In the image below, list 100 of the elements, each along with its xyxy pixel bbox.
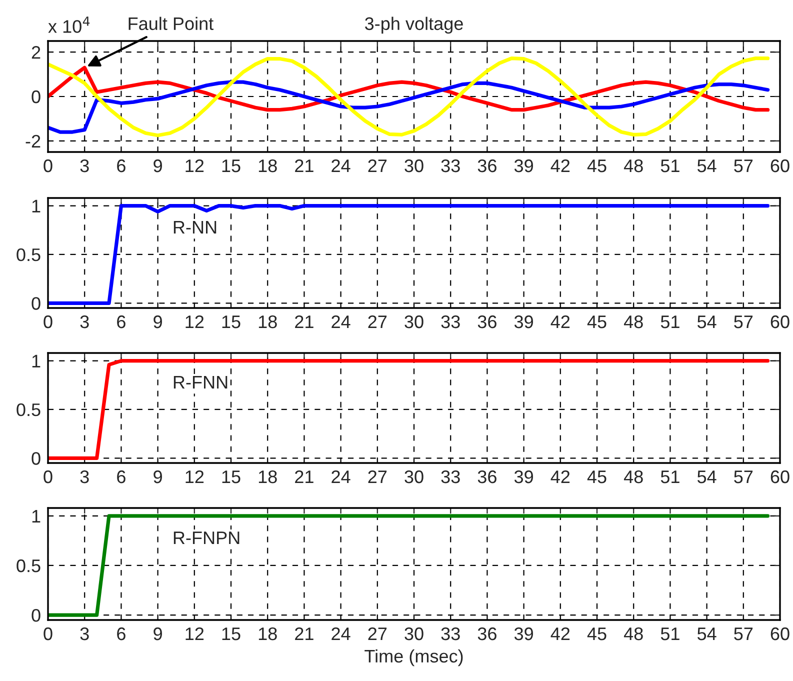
x-tick-label: 60 [770, 627, 790, 640]
x-tick-label: 42 [550, 470, 570, 484]
x-tick-label: 33 [441, 315, 460, 328]
x-tick-label: 6 [117, 627, 126, 640]
chart-title: 3-ph voltage [365, 16, 463, 34]
x-tick-label: 24 [332, 315, 350, 328]
x-tick-label: 36 [478, 470, 496, 484]
x-tick-label: 12 [186, 627, 204, 640]
x-tick-label: 57 [734, 316, 753, 328]
x-tick-label: 45 [587, 160, 606, 172]
x-tick-label: 51 [660, 470, 680, 484]
x-tick-label: 12 [186, 470, 204, 484]
x-tick-label: 18 [258, 627, 277, 640]
x-tick-label: 30 [404, 159, 424, 172]
x-tick-label: 57 [734, 470, 753, 484]
y-tick-label: 0.5 [16, 248, 40, 262]
y-tick-label: 0 [32, 608, 40, 622]
x-tick-label: 21 [295, 470, 314, 484]
x-tick-label: 3 [80, 627, 89, 640]
x-tick-label: 45 [587, 628, 606, 640]
annotation: Fault Point [128, 16, 214, 30]
x-tick-label: 9 [154, 159, 162, 172]
y-tick-label: 0 [32, 297, 40, 310]
x-tick-label: 9 [154, 627, 162, 640]
x-tick-label: 51 [660, 628, 680, 640]
x-tick-label: 27 [368, 470, 387, 484]
x-tick-label: 45 [587, 470, 606, 484]
x-tick-label: 36 [478, 627, 496, 640]
x-tick-label: 30 [404, 315, 424, 328]
x-tick-label: 12 [186, 315, 204, 328]
x-tick-label: 0 [44, 315, 52, 328]
x-tick-label: 48 [624, 159, 643, 172]
text: x 10$^{4}$ [48, 16, 90, 33]
x-tick-label: 48 [624, 627, 643, 640]
x-tick-label: 39 [514, 627, 533, 640]
x-tick-label: 54 [697, 470, 716, 484]
x-tick-label: 3 [80, 315, 89, 328]
x-tick-label: 42 [550, 159, 570, 172]
x-tick-label: 6 [117, 315, 126, 328]
x-tick-label: 60 [770, 315, 790, 328]
x-tick-label: 0 [44, 627, 52, 640]
x-tick-label: 0 [44, 159, 52, 172]
annotation: R-FNN [174, 376, 228, 388]
x-tick-label: 9 [154, 470, 162, 484]
x-tick-label: 51 [660, 316, 680, 328]
x-tick-label: 30 [404, 627, 424, 640]
x-tick-label: 9 [154, 315, 162, 328]
y-tick-label: 1 [32, 354, 40, 368]
x-tick-label: 18 [258, 470, 277, 484]
x-tick-label: 39 [514, 315, 533, 328]
x-tick-label: 36 [478, 159, 496, 172]
x-tick-label: 18 [258, 315, 277, 328]
x-tick-label: 57 [734, 160, 753, 172]
y-tick-label: 2 [32, 46, 40, 59]
annotation: R-FNPN [174, 532, 240, 544]
x-tick-label: 30 [404, 470, 424, 484]
x-tick-label: 3 [80, 159, 89, 172]
y-tick-label: 0.5 [16, 403, 40, 416]
x-tick-label: 48 [624, 470, 643, 484]
y-tick-label: 0 [32, 452, 40, 465]
x-tick-label: 39 [514, 470, 533, 484]
x-tick-label: 54 [697, 628, 716, 640]
x-tick-label: 24 [332, 159, 350, 172]
x-tick-label: 15 [222, 160, 240, 172]
annotation: R-NN [174, 221, 216, 234]
x-tick-label: 54 [697, 160, 716, 172]
x-tick-label: 27 [368, 315, 387, 328]
x-tick-label: 48 [624, 315, 643, 328]
y-tick-label: 0 [32, 90, 40, 104]
x-tick-label: 27 [368, 627, 387, 640]
x-tick-label: 60 [770, 159, 790, 172]
x-tick-label: 6 [117, 470, 126, 484]
x-tick-label: 21 [295, 315, 314, 328]
x-tick-label: 33 [441, 159, 460, 172]
x-tick-label: 24 [332, 470, 350, 484]
x-tick-label: 39 [514, 159, 533, 172]
y-tick-label: -2 [26, 134, 40, 148]
x-tick-label: 0 [44, 470, 52, 484]
x-tick-label: 15 [222, 628, 240, 640]
line-series [48, 204, 770, 305]
x-tick-label: 45 [587, 316, 606, 328]
x-tick-label: 33 [441, 627, 460, 640]
x-tick-label: 6 [117, 159, 126, 172]
x-tick-label: 33 [441, 470, 460, 484]
x-tick-label: 12 [186, 159, 204, 172]
x-tick-label: 57 [734, 628, 753, 640]
x-tick-label: 21 [295, 159, 314, 172]
x-tick-label: 60 [770, 470, 790, 484]
x-tick-label: 24 [332, 627, 350, 640]
y-tick-label: 1 [32, 200, 40, 212]
x-tick-label: 15 [222, 316, 240, 328]
y-tick-label: 0.5 [16, 559, 40, 572]
x-tick-label: 15 [222, 470, 240, 484]
line-series [48, 66, 770, 112]
x-axis-title: Time (msec) [364, 649, 463, 666]
line-series [48, 56, 770, 138]
x-tick-label: 42 [550, 315, 570, 328]
y-tick-label: 1 [32, 510, 40, 522]
x-tick-label: 21 [295, 627, 314, 640]
x-tick-label: 51 [660, 160, 680, 172]
